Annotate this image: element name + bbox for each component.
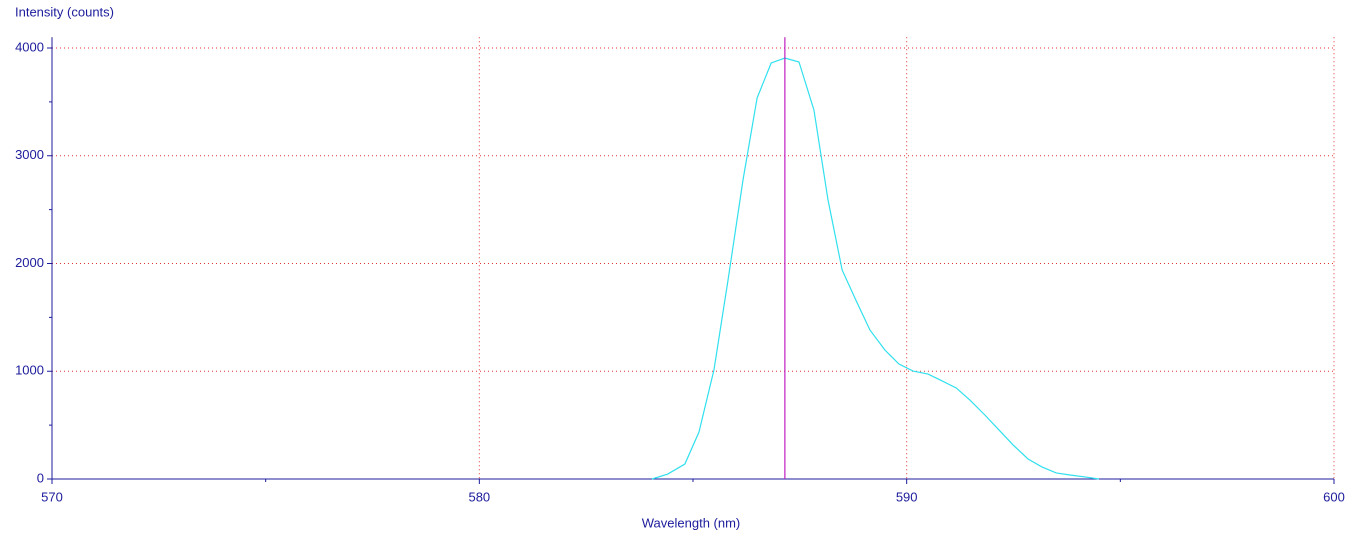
x-tick-label: 580 — [468, 489, 490, 504]
y-tick-label: 2000 — [15, 255, 44, 270]
x-tick-label: 590 — [896, 489, 918, 504]
x-tick-label: 570 — [41, 489, 63, 504]
x-tick-label: 600 — [1323, 489, 1345, 504]
y-tick-label: 4000 — [15, 39, 44, 54]
x-axis-title: Wavelength (nm) — [642, 515, 741, 530]
y-tick-label: 3000 — [15, 147, 44, 162]
spectrum-line — [651, 57, 1100, 480]
y-tick-label: 1000 — [15, 363, 44, 378]
y-axis-title: Intensity (counts) — [15, 4, 114, 19]
y-tick-label: 0 — [37, 470, 44, 485]
